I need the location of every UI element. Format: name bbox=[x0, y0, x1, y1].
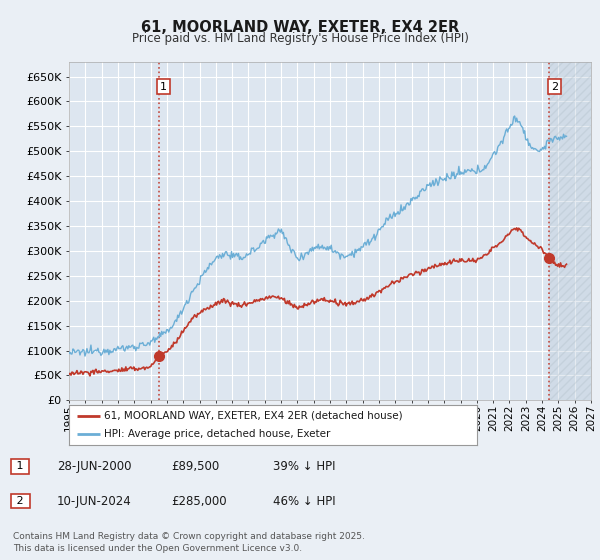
Text: 28-JUN-2000: 28-JUN-2000 bbox=[57, 460, 131, 473]
Text: 10-JUN-2024: 10-JUN-2024 bbox=[57, 494, 132, 508]
Text: 39% ↓ HPI: 39% ↓ HPI bbox=[273, 460, 335, 473]
Text: 46% ↓ HPI: 46% ↓ HPI bbox=[273, 494, 335, 508]
Text: 1: 1 bbox=[13, 461, 27, 472]
Text: Price paid vs. HM Land Registry's House Price Index (HPI): Price paid vs. HM Land Registry's House … bbox=[131, 32, 469, 45]
Text: 1: 1 bbox=[160, 82, 167, 91]
Bar bbox=[549, 62, 591, 400]
Text: HPI: Average price, detached house, Exeter: HPI: Average price, detached house, Exet… bbox=[104, 430, 330, 439]
Text: 2: 2 bbox=[551, 82, 558, 91]
Text: £89,500: £89,500 bbox=[171, 460, 219, 473]
Text: Contains HM Land Registry data © Crown copyright and database right 2025.
This d: Contains HM Land Registry data © Crown c… bbox=[13, 533, 365, 553]
Text: 61, MOORLAND WAY, EXETER, EX4 2ER (detached house): 61, MOORLAND WAY, EXETER, EX4 2ER (detac… bbox=[104, 411, 403, 421]
Text: 61, MOORLAND WAY, EXETER, EX4 2ER: 61, MOORLAND WAY, EXETER, EX4 2ER bbox=[141, 20, 459, 35]
Text: 2: 2 bbox=[13, 496, 28, 506]
Text: £285,000: £285,000 bbox=[171, 494, 227, 508]
